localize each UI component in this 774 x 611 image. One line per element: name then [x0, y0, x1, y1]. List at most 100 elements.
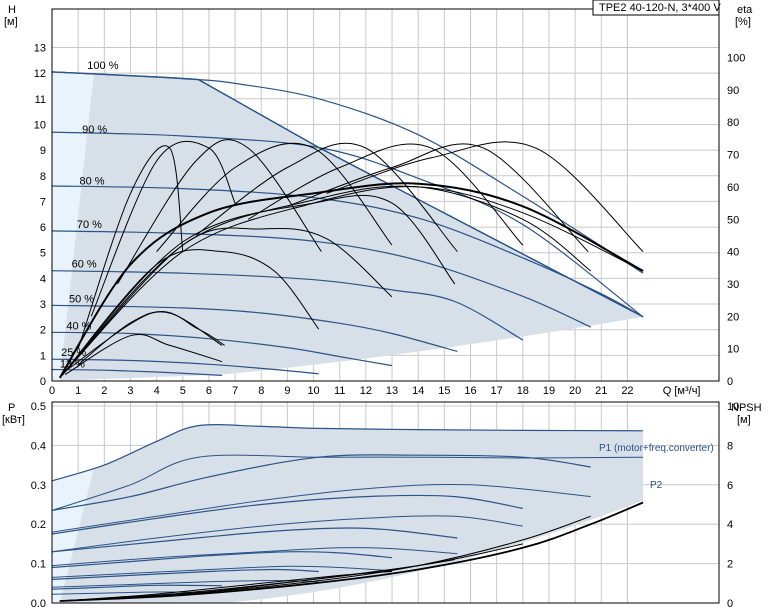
p2-curve — [51, 565, 393, 578]
speed-label: 13 % — [60, 359, 85, 371]
operating-envelope — [52, 71, 644, 382]
x-tick-label: 5 — [180, 385, 186, 397]
y-tick-label-left: 4 — [40, 273, 46, 285]
x-tick-label: 6 — [206, 385, 212, 397]
efficiency-curve — [64, 334, 223, 375]
efficiency-curve — [59, 186, 644, 379]
y-tick-label-left: 2 — [40, 325, 46, 337]
x-tick-label: 13 — [386, 385, 398, 397]
y-tick-label-right: 40 — [727, 247, 739, 259]
title-box — [592, 0, 720, 16]
y-tick-label-right: 30 — [727, 279, 739, 291]
speed-label: 70 % — [77, 219, 102, 231]
x-tick-label: 4 — [154, 385, 160, 397]
speed-label: 25 % — [61, 347, 86, 359]
y-tick-label-left: 11 — [35, 94, 46, 106]
y-tick-label-right: 50 — [727, 214, 739, 226]
y-tick-label-left: 5 — [40, 248, 46, 260]
x-tick-label: 10 — [307, 385, 319, 397]
y-tick-label-right: 60 — [727, 182, 739, 194]
efficiency-curve — [90, 140, 236, 317]
efficiency-curve — [59, 227, 393, 379]
efficiency-curve — [59, 249, 320, 379]
y-tick-label-right: 80 — [727, 117, 739, 129]
y-tick-label-left: 8 — [40, 171, 46, 183]
y-tick-label-right: 90 — [727, 85, 739, 97]
low-flow-region — [52, 71, 94, 382]
speed-label: 80 % — [79, 175, 104, 187]
p2-curve — [51, 547, 458, 567]
p1-curve — [51, 568, 319, 580]
y-tick-label-left: 3 — [40, 299, 46, 311]
x-tick-label: 17 — [491, 385, 503, 397]
x-tick-label: 18 — [517, 385, 529, 397]
x-tick-label: 16 — [464, 385, 476, 397]
x-tick-label: 12 — [360, 385, 372, 397]
y-tick-label-left: 6 — [40, 222, 46, 234]
y-tick-label-right: 20 — [727, 311, 739, 323]
x-tick-label: 20 — [569, 385, 581, 397]
x-tick-label: 14 — [412, 385, 424, 397]
p1-curve — [51, 494, 523, 535]
y-tick-label-right: 2 — [727, 559, 733, 571]
head-curve — [51, 71, 644, 274]
y-axis-label-left: H — [8, 4, 16, 16]
y-tick-label-right: 70 — [727, 150, 739, 162]
y-axis-unit-left: [м] — [4, 16, 18, 28]
efficiency-curve — [156, 142, 393, 252]
power-envelope — [52, 424, 644, 603]
efficiency-curve — [326, 141, 644, 252]
x-tick-label: 7 — [232, 385, 238, 397]
x-tick-label: 9 — [284, 385, 290, 397]
y-tick-label-right: 0 — [727, 598, 733, 610]
low-flow-region — [52, 469, 94, 603]
chart-title: TPE2 40-120-N, 3*400 V — [599, 2, 721, 14]
y-axis-label-right: NPSH — [731, 402, 762, 414]
x-tick-label: 21 — [595, 385, 607, 397]
x-tick-label: 2 — [101, 385, 107, 397]
head-curve — [51, 331, 393, 367]
p1-curve — [51, 424, 644, 482]
head-curve — [51, 358, 319, 375]
y-axis-unit-right: [%] — [735, 16, 751, 28]
head-curve — [51, 131, 644, 318]
efficiency-curve — [247, 143, 524, 246]
efficiency-curve — [116, 139, 322, 285]
y-axis-unit-right: [м] — [737, 414, 751, 426]
y-tick-label-right: 8 — [727, 440, 733, 452]
y-tick-label-right: 0 — [727, 376, 733, 388]
efficiency-curve — [59, 185, 592, 379]
y-tick-label-right: 10 — [727, 344, 739, 356]
y-tick-label-right: 100 — [727, 53, 745, 65]
top-plot-frame — [51, 8, 720, 382]
y-tick-label-right: 10 — [727, 401, 739, 413]
y-tick-label-left: 0.2 — [31, 519, 46, 531]
y-axis-label-left: P — [8, 402, 15, 414]
x-tick-label: 3 — [127, 385, 133, 397]
p1-curve — [51, 551, 393, 569]
efficiency-curve — [77, 145, 184, 349]
y-tick-label-left: 0.0 — [31, 598, 46, 610]
efficiency-curve — [77, 311, 223, 366]
y-tick-label-left: 0.1 — [31, 559, 46, 571]
y-axis-label-right: eta — [737, 4, 753, 16]
efficiency-curve — [287, 143, 589, 252]
x-tick-label: 15 — [438, 385, 450, 397]
y-axis-unit-left: [кВт] — [2, 414, 25, 426]
y-tick-label-left: 0.3 — [31, 480, 46, 492]
speed-label: 90 % — [82, 124, 107, 136]
x-axis-label: Q [м³/ч] — [663, 385, 701, 397]
y-tick-label-left: 9 — [40, 145, 46, 157]
y-tick-label-left: 12 — [34, 68, 46, 80]
y-tick-label-right: 6 — [727, 480, 733, 492]
series-label-p1: P1 (motor+freq.converter) — [599, 443, 714, 454]
efficiency-curve — [195, 142, 458, 252]
bottom-plot-frame — [51, 401, 720, 604]
head-curve — [51, 304, 458, 353]
speed-label: 50 % — [69, 293, 94, 305]
p2-curve — [51, 515, 523, 553]
y-tick-label-left: 7 — [40, 196, 46, 208]
x-tick-label: 0 — [49, 385, 55, 397]
